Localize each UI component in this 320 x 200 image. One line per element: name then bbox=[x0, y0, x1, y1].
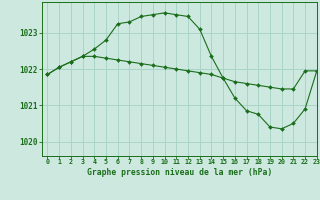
X-axis label: Graphe pression niveau de la mer (hPa): Graphe pression niveau de la mer (hPa) bbox=[87, 168, 272, 177]
